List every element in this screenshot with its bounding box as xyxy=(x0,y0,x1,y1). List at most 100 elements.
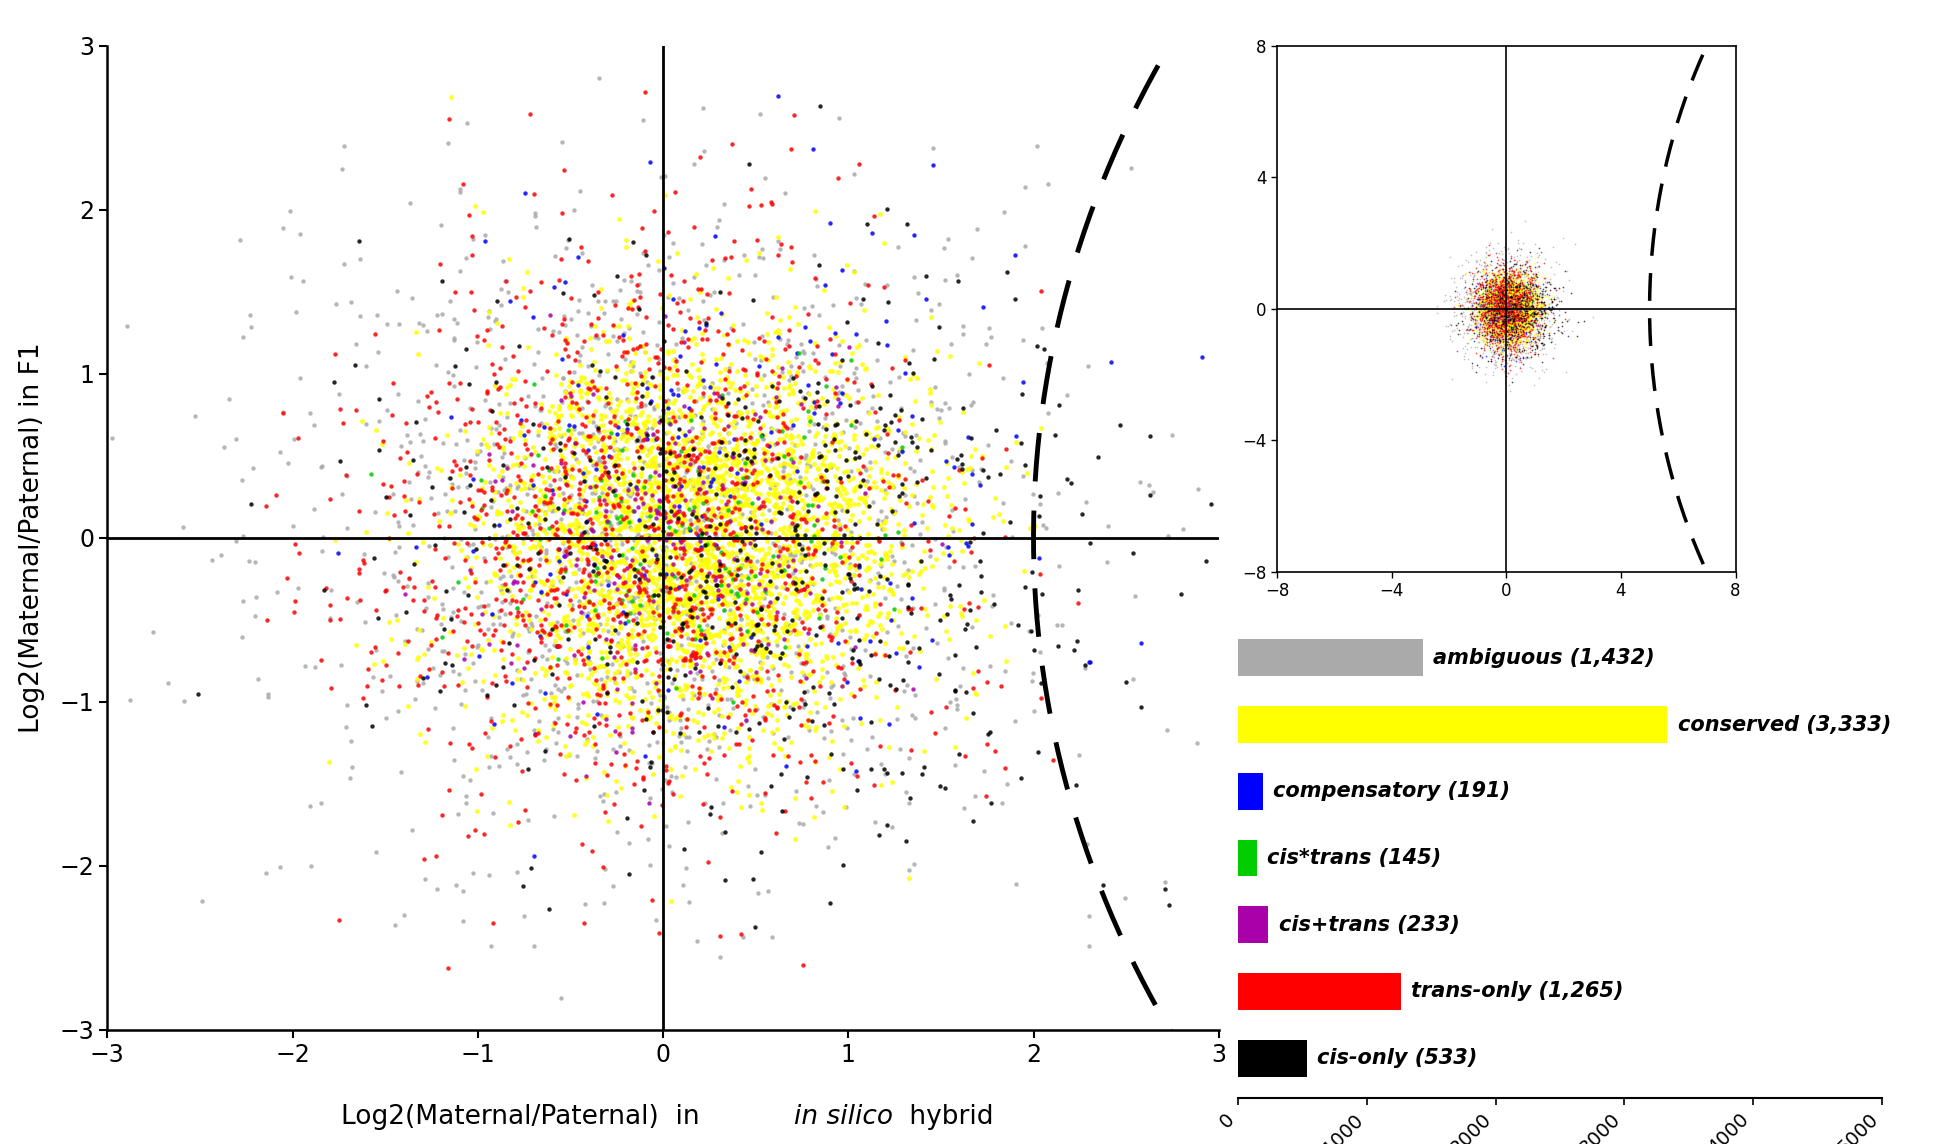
Point xyxy=(1492,313,1523,332)
Point xyxy=(733,418,764,436)
Point xyxy=(1486,269,1517,287)
Point xyxy=(1496,283,1527,301)
Point xyxy=(741,431,772,450)
Point xyxy=(671,408,702,427)
Point xyxy=(860,813,891,832)
Point xyxy=(667,523,698,541)
Point xyxy=(1521,300,1552,318)
Point xyxy=(1494,302,1525,320)
Point xyxy=(493,476,525,494)
Point xyxy=(630,570,661,588)
Point xyxy=(1515,300,1546,318)
Point xyxy=(673,677,704,696)
Point xyxy=(803,496,835,515)
Point xyxy=(1492,283,1523,301)
Point xyxy=(850,471,881,490)
Point xyxy=(626,438,657,456)
Point xyxy=(1439,316,1470,334)
Point xyxy=(1484,305,1515,324)
Point xyxy=(1498,276,1529,294)
Point xyxy=(1486,302,1517,320)
Point xyxy=(1476,295,1507,313)
Point xyxy=(651,509,682,527)
Point xyxy=(1484,297,1515,316)
Point xyxy=(542,521,573,539)
Point xyxy=(1476,310,1507,328)
Point xyxy=(1502,280,1533,299)
Point xyxy=(1474,319,1505,337)
Point xyxy=(1511,348,1542,366)
Point xyxy=(1507,312,1539,331)
Point xyxy=(1472,307,1503,325)
Point xyxy=(688,557,720,575)
Point xyxy=(1511,310,1542,328)
Point xyxy=(1533,295,1564,313)
Point xyxy=(1490,305,1521,324)
Point xyxy=(1472,318,1503,336)
Point xyxy=(1490,283,1521,301)
Point xyxy=(1462,317,1494,335)
Point xyxy=(1502,293,1533,311)
Point xyxy=(751,350,782,368)
Point xyxy=(1494,302,1525,320)
Point xyxy=(1560,235,1591,253)
Point xyxy=(552,502,583,521)
Point xyxy=(1498,281,1529,300)
Point xyxy=(1470,323,1502,341)
Point xyxy=(1494,299,1525,317)
Point xyxy=(1032,404,1063,422)
Point xyxy=(583,366,614,384)
Point xyxy=(1537,300,1568,318)
Point xyxy=(423,321,454,340)
Point xyxy=(1461,281,1492,300)
Point xyxy=(753,461,784,479)
Point xyxy=(1476,296,1507,315)
Point xyxy=(778,694,809,713)
Point xyxy=(1521,285,1552,303)
Point xyxy=(1486,315,1517,333)
Point xyxy=(1523,368,1554,387)
Point xyxy=(883,408,915,427)
Point xyxy=(1480,283,1511,301)
Point xyxy=(1462,302,1494,320)
Point xyxy=(1464,328,1496,347)
Point xyxy=(1478,289,1509,308)
Point xyxy=(930,432,961,451)
Point xyxy=(441,456,472,475)
Point xyxy=(536,480,567,499)
Point xyxy=(634,708,665,726)
Point xyxy=(1486,323,1517,341)
Point xyxy=(971,734,1002,753)
Point xyxy=(604,553,636,571)
Point xyxy=(681,641,712,659)
Point xyxy=(1494,297,1525,316)
Point xyxy=(1476,303,1507,321)
Point xyxy=(544,572,575,590)
Point xyxy=(478,715,509,733)
Point xyxy=(700,535,731,554)
Point xyxy=(889,646,920,665)
Point xyxy=(622,398,653,416)
Point xyxy=(640,501,671,519)
Point xyxy=(720,562,751,580)
Point xyxy=(762,555,794,573)
Point xyxy=(735,564,766,582)
Point xyxy=(690,587,722,605)
Point xyxy=(1455,319,1486,337)
Point xyxy=(1502,299,1533,317)
Point xyxy=(577,455,608,474)
Point xyxy=(690,493,722,511)
Point xyxy=(698,724,729,742)
Point xyxy=(376,485,408,503)
Point xyxy=(669,379,700,397)
Point xyxy=(612,343,644,362)
Point xyxy=(644,526,675,545)
Point xyxy=(624,510,655,529)
Point xyxy=(1449,271,1480,289)
Point xyxy=(1505,281,1537,300)
Point xyxy=(704,643,735,661)
Point xyxy=(1478,320,1509,339)
Point xyxy=(1486,281,1517,300)
Point xyxy=(727,388,759,406)
Point xyxy=(891,782,922,801)
